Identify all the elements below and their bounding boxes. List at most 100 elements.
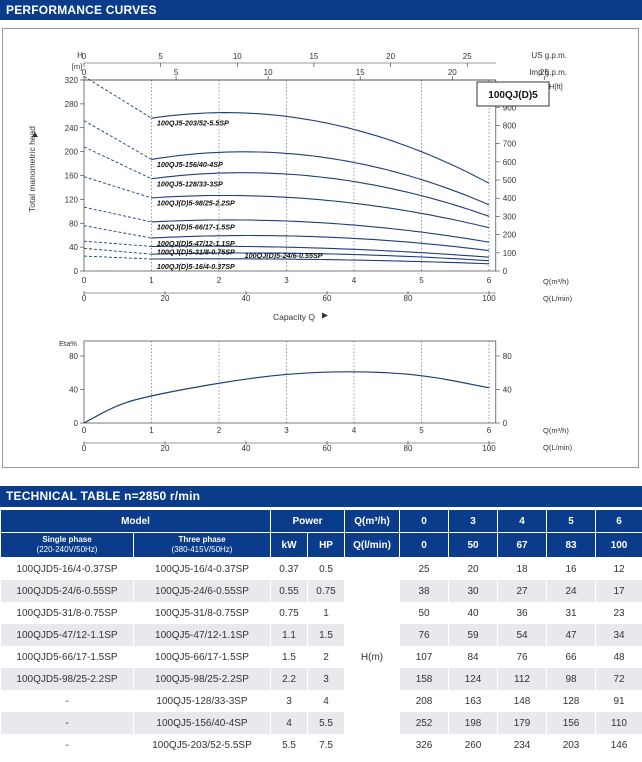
head-value-cell: 34 bbox=[595, 624, 642, 646]
curve-label: 100QJ(D)5-66/17-1.5SP bbox=[157, 223, 235, 232]
head-value-cell: 72 bbox=[595, 668, 642, 690]
head-value-cell: 110 bbox=[595, 712, 642, 734]
model-box bbox=[476, 81, 550, 107]
table-row: 100QJD5-31/8-0.75SP 100QJ5-31/8-0.75SP 0.7… bbox=[0, 602, 642, 624]
h-m-tick: 320 bbox=[65, 76, 79, 85]
q-m3h-tick: 1 bbox=[149, 276, 154, 285]
head-value-cell: 76 bbox=[497, 646, 548, 668]
h-ft-tick: 600 bbox=[503, 158, 517, 167]
eta-q-lmin-tick: 20 bbox=[161, 444, 170, 453]
eta-q-m3h-tick: 5 bbox=[419, 426, 424, 435]
hp-cell: 2 bbox=[307, 646, 346, 668]
head-value-cell: 50 bbox=[399, 602, 450, 624]
three-phase-model-cell: 100QJ5-203/52-5.5SP bbox=[132, 734, 272, 756]
single-phase-voltage: (220-240V/50Hz) bbox=[36, 545, 98, 554]
head-curve bbox=[151, 234, 490, 252]
table-header-row-1: Model Power Q(m³/h) 0 3 4 5 6 bbox=[0, 509, 642, 533]
kw-cell: 2.2 bbox=[270, 668, 309, 690]
eta-right-tick: 0 bbox=[503, 419, 508, 428]
q-m3h-tick: 2 bbox=[217, 276, 222, 285]
curve-dashed-segment bbox=[83, 146, 152, 180]
hp-cell: 1 bbox=[307, 602, 346, 624]
us-gpm-tick: 5 bbox=[158, 52, 163, 61]
capacity-arrow-icon bbox=[322, 312, 328, 319]
head-curve bbox=[151, 151, 490, 206]
head-value-cell: 326 bbox=[399, 734, 450, 756]
flow-m3h-header: 5 bbox=[546, 509, 597, 533]
hft-axis-label: H[ft] bbox=[549, 82, 563, 91]
curve-label: 100QJ5-203/52-5.5SP bbox=[157, 119, 229, 128]
head-plot-frame bbox=[83, 79, 497, 272]
three-phase-model-cell: 100QJ5-156/40-4SP bbox=[132, 712, 272, 734]
head-value-cell: 112 bbox=[497, 668, 548, 690]
h-ft-tick: 0 bbox=[503, 267, 508, 276]
kw-cell: 0.37 bbox=[270, 557, 309, 580]
head-value-cell: 66 bbox=[546, 646, 597, 668]
kw-header: kW bbox=[270, 532, 309, 558]
table-header-row-2: Single phase (220-240V/50Hz) Three phase… bbox=[0, 532, 642, 558]
h-m-tick: 280 bbox=[65, 100, 79, 109]
curve-dashed-segment bbox=[83, 76, 152, 119]
us-gpm-tick: 20 bbox=[386, 52, 395, 61]
curve-label: 100QJ(D)5-47/12-1.1SP bbox=[157, 239, 235, 248]
kw-cell: 4 bbox=[270, 712, 309, 734]
head-curve bbox=[151, 194, 490, 229]
eta-q-m3h-tick: 2 bbox=[217, 426, 222, 435]
curve-label: 100QJ(D)5-16/4-0.37SP bbox=[157, 262, 235, 271]
curve-label: 100QJ5-156/40-4SP bbox=[157, 160, 223, 169]
head-value-cell: 40 bbox=[448, 602, 499, 624]
three-phase-model-cell: 100QJ5-31/8-0.75SP bbox=[132, 602, 272, 624]
h-ft-tick: 200 bbox=[503, 231, 517, 240]
flow-lmin-header: 67 bbox=[497, 532, 548, 558]
hp-cell: 0.5 bbox=[307, 557, 346, 580]
q-lmin-tick: 60 bbox=[323, 294, 332, 303]
curve-label: 100QJ(D)5-31/8-0.75SP bbox=[157, 247, 235, 256]
head-value-cell: 234 bbox=[497, 734, 548, 756]
h-unit-label: [m] bbox=[72, 62, 82, 71]
h-ft-tick: 300 bbox=[503, 212, 517, 221]
flow-lmin-header: 0 bbox=[399, 532, 450, 558]
head-curve bbox=[151, 258, 490, 265]
h-m-tick: 200 bbox=[65, 148, 79, 157]
eta-q-lmin-label: Q(L/min) bbox=[543, 443, 573, 452]
curve-label: 100QJ5-128/33-3SP bbox=[157, 179, 223, 188]
imp-gpm-tick: 20 bbox=[448, 68, 457, 77]
eta-q-m3h-tick: 4 bbox=[352, 426, 357, 435]
curve-dashed-segment bbox=[83, 255, 152, 260]
three-phase-model-cell: 100QJ5-24/6-0.55SP bbox=[132, 580, 272, 602]
head-value-cell: 12 bbox=[595, 557, 642, 580]
single-phase-header: Single phase (220-240V/50Hz) bbox=[0, 532, 134, 558]
q-lmin-header: Q(l/min) bbox=[344, 532, 401, 558]
head-value-cell: 47 bbox=[546, 624, 597, 646]
single-phase-label: Single phase bbox=[42, 535, 92, 544]
head-value-cell: 17 bbox=[595, 580, 642, 602]
h-m-tick: 80 bbox=[69, 219, 78, 228]
single-phase-model-cell: 100QJD5-47/12-1.1SP bbox=[0, 624, 134, 646]
eta-q-lmin-tick: 60 bbox=[323, 444, 332, 453]
hp-header: HP bbox=[307, 532, 346, 558]
technical-table-body: 100QJD5-16/4-0.37SP 100QJ5-16/4-0.37SP 0.3… bbox=[0, 557, 642, 756]
h-ft-tick: 700 bbox=[503, 140, 517, 149]
table-row: 100QJD5-47/12-1.1SP 100QJ5-47/12-1.1SP 1.1… bbox=[0, 624, 642, 646]
q-lmin-tick: 0 bbox=[82, 294, 87, 303]
q-m3h-header: Q(m³/h) bbox=[344, 509, 401, 533]
us-gpm-tick: 10 bbox=[233, 52, 242, 61]
imp-gpm-tick: 0 bbox=[82, 68, 87, 77]
curve-label: 100QJ(D)5-98/25-2.2SP bbox=[157, 199, 235, 208]
hp-cell: 1.5 bbox=[307, 624, 346, 646]
kw-cell: 5.5 bbox=[270, 734, 309, 756]
h-m-tick: 40 bbox=[69, 243, 78, 252]
h-ft-tick: 400 bbox=[503, 194, 517, 203]
head-value-cell: 252 bbox=[399, 712, 450, 734]
us-gpm-label: US g.p.m. bbox=[531, 51, 567, 60]
us-gpm-tick: 15 bbox=[309, 52, 318, 61]
table-row: -100QJ5-156/40-4SP 4 5.5 252 198 179 156 110 bbox=[0, 712, 642, 734]
us-gpm-tick: 0 bbox=[82, 52, 87, 61]
head-arrow-icon bbox=[32, 132, 38, 137]
technical-table-title: TECHNICAL TABLE n=2850 r/min bbox=[0, 486, 642, 507]
h-ft-tick: 100 bbox=[503, 249, 517, 258]
head-value-cell: 124 bbox=[448, 668, 499, 690]
flow-m3h-header: 4 bbox=[497, 509, 548, 533]
three-phase-header: Three phase (380-415V/50Hz) bbox=[132, 532, 272, 558]
q-m3h-tick: 6 bbox=[487, 276, 492, 285]
